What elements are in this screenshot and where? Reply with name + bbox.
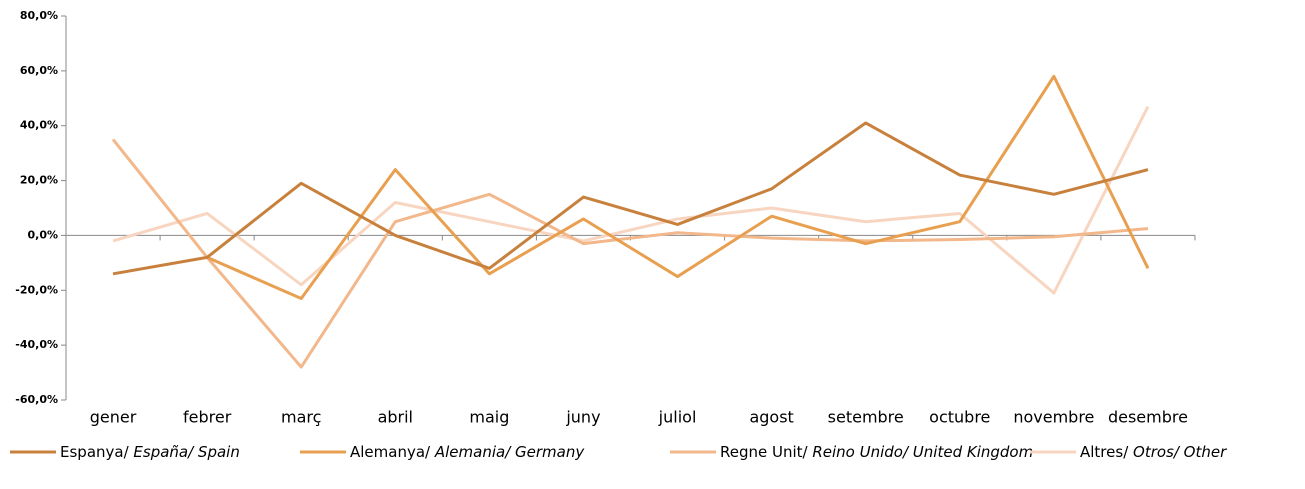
legend-label: Alemanya/ Alemania/ Germany xyxy=(350,443,585,461)
y-tick-label: 60,0% xyxy=(20,64,58,77)
series-line xyxy=(111,138,1149,369)
legend-label: Altres/ Otros/ Other xyxy=(1080,443,1227,461)
series-line xyxy=(112,121,1149,276)
x-tick-label: gener xyxy=(90,408,137,427)
x-tick-label: desembre xyxy=(1108,408,1188,427)
x-tick-label: maig xyxy=(469,408,509,427)
y-tick-label: 80,0% xyxy=(20,9,58,22)
y-tick-label: -20,0% xyxy=(15,283,58,296)
x-tick-label: juny xyxy=(565,408,600,427)
series-line xyxy=(112,105,1150,295)
x-tick-label: octubre xyxy=(929,408,990,427)
legend-label: Espanya/ España/ Spain xyxy=(60,443,240,461)
x-tick-label: febrer xyxy=(183,408,232,427)
x-tick-label: juliol xyxy=(658,408,697,427)
x-tick-label: març xyxy=(281,408,321,427)
y-tick-label: 20,0% xyxy=(20,174,58,187)
x-tick-label: abril xyxy=(378,408,413,427)
x-tick-label: agost xyxy=(749,408,793,427)
x-tick-label: setembre xyxy=(828,408,904,427)
x-tick-label: novembre xyxy=(1013,408,1094,427)
y-tick-label: 40,0% xyxy=(20,119,58,132)
y-tick-label: 0,0% xyxy=(27,228,58,241)
y-tick-label: -40,0% xyxy=(15,338,58,351)
series-line xyxy=(206,74,1150,301)
legend-label: Regne Unit/ Reino Unido/ United Kingdom xyxy=(720,443,1033,461)
y-tick-label: -60,0% xyxy=(15,393,58,406)
